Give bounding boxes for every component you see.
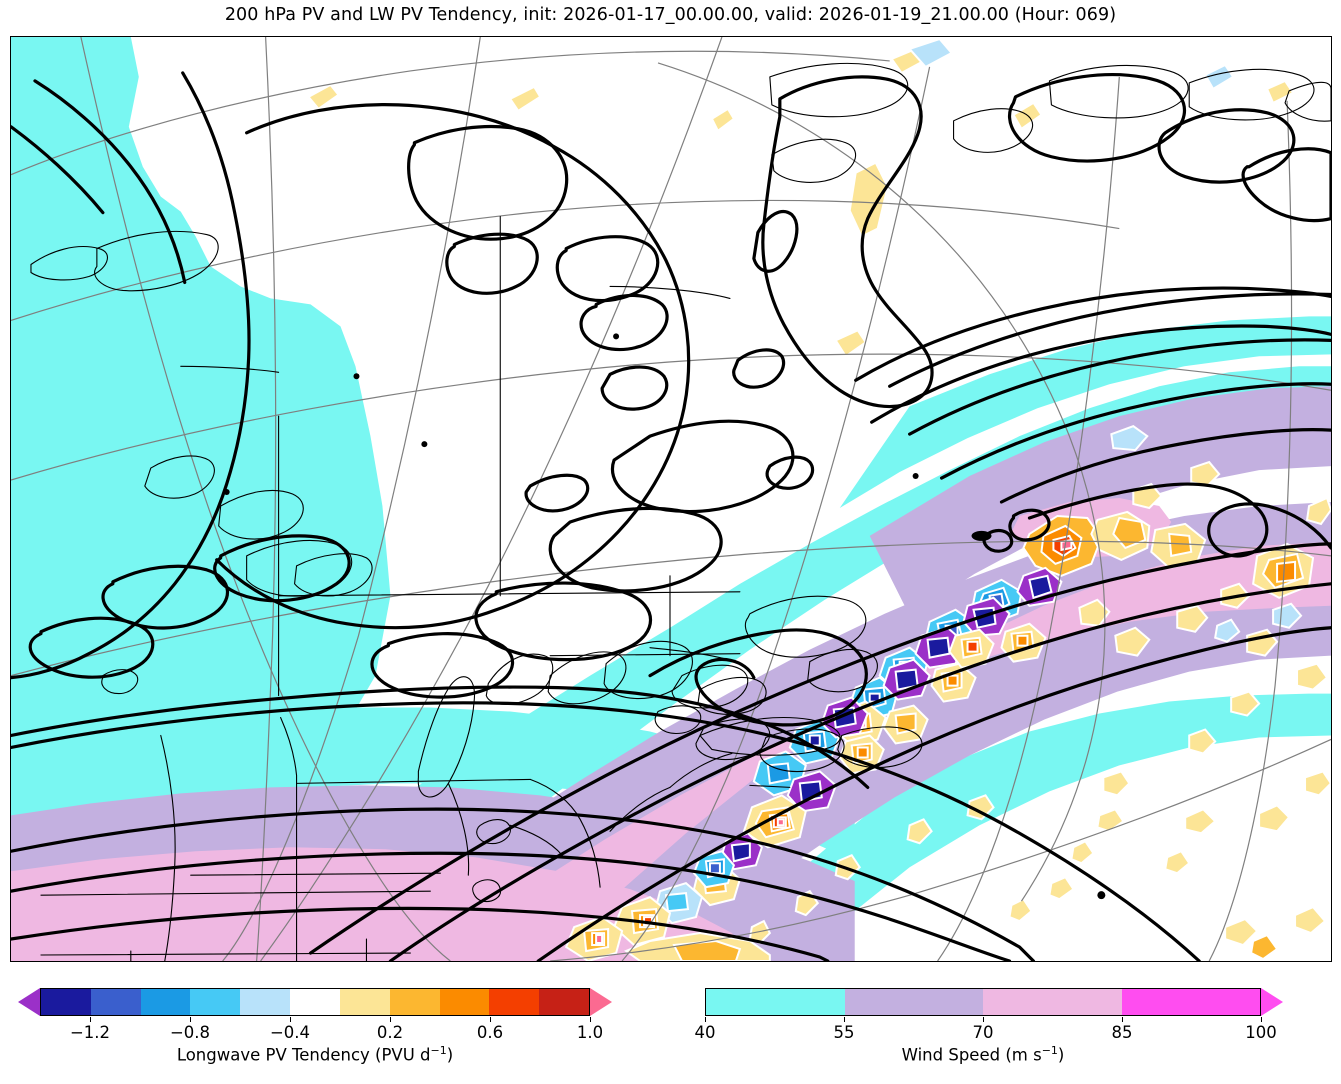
- cbar-tick: [90, 1017, 91, 1022]
- colorbar-pv-tendency-label-exponent: −1: [430, 1044, 447, 1057]
- cbar-tick-label: 55: [833, 1023, 855, 1042]
- cbar-tick: [1261, 1017, 1262, 1022]
- cbar-tick-label: 0.2: [376, 1023, 404, 1042]
- cbar-tick-label: −0.8: [169, 1023, 211, 1042]
- cbar-tick-label: 85: [1111, 1023, 1133, 1042]
- cbar-seg: [389, 989, 440, 1015]
- cbar-seg: [41, 989, 91, 1015]
- colorbar-wind-speed-bar: [705, 988, 1285, 1016]
- figure-title: 200 hPa PV and LW PV Tendency, init: 202…: [224, 5, 1117, 25]
- cbar-seg: [140, 989, 191, 1015]
- cbar-seg: [706, 989, 845, 1015]
- colorbar-pv-tendency-over-arrow: [590, 988, 612, 1016]
- cbar-tick: [590, 1017, 591, 1022]
- colorbar-wind-speed-over-arrow: [1261, 988, 1283, 1016]
- colorbar-pv-tendency-ticks: −1.2 −0.8 −0.4 0.2 0.6 1.0: [40, 1017, 640, 1047]
- cbar-seg: [339, 989, 390, 1015]
- cbar-seg: [190, 989, 241, 1015]
- colorbar-wind-speed-label-tail: ): [1057, 1045, 1065, 1065]
- pv-contours: [11, 71, 1331, 961]
- cbar-seg: [489, 989, 540, 1015]
- colorbar-wind-speed-label-text: Wind Speed (m s: [901, 1045, 1042, 1065]
- map-canvas: [11, 37, 1331, 961]
- colorbar-wind-speed[interactable]: 40 55 70 85 100 Wind Speed (m s−1): [695, 988, 1285, 1065]
- colorbar-pv-tendency-label: Longwave PV Tendency (PVU d−1): [40, 1044, 590, 1065]
- cbar-seg: [844, 989, 983, 1015]
- colorbar-pv-tendency-segments: [40, 988, 590, 1016]
- cbar-tick-label: −1.2: [69, 1023, 111, 1042]
- cbar-tick-label: 100: [1245, 1023, 1277, 1042]
- cbar-tick-label: 40: [694, 1023, 716, 1042]
- cbar-tick: [844, 1017, 845, 1022]
- cbar-tick: [1122, 1017, 1123, 1022]
- cbar-tick: [983, 1017, 984, 1022]
- cbar-seg: [90, 989, 141, 1015]
- colorbar-pv-tendency[interactable]: −1.2 −0.8 −0.4 0.2 0.6 1.0 Longwave PV T…: [18, 988, 640, 1065]
- cbar-seg: [983, 989, 1122, 1015]
- colorbar-pv-tendency-bar: [18, 988, 640, 1016]
- colorbar-pv-tendency-label-tail: ): [446, 1045, 454, 1065]
- colorbar-pv-tendency-label-text: Longwave PV Tendency (PVU d: [176, 1045, 431, 1065]
- colorbar-pv-tendency-under-arrow: [18, 988, 40, 1016]
- cbar-seg: [539, 989, 589, 1015]
- cbar-tick-label: 70: [972, 1023, 994, 1042]
- cbar-tick: [290, 1017, 291, 1022]
- map-axes[interactable]: [10, 36, 1332, 962]
- cbar-tick: [490, 1017, 491, 1022]
- colorbar-wind-speed-label: Wind Speed (m s−1): [705, 1044, 1261, 1065]
- map-dots: [223, 333, 1106, 900]
- cbar-tick: [190, 1017, 191, 1022]
- graticule: [11, 37, 1331, 961]
- colorbar-wind-speed-label-exponent: −1: [1041, 1044, 1058, 1057]
- cbar-seg: [1121, 989, 1260, 1015]
- lw-pv-tendency-fill: [307, 37, 1331, 961]
- colorbar-wind-speed-segments: [705, 988, 1261, 1016]
- cbar-tick-label: −0.4: [269, 1023, 311, 1042]
- cbar-seg: [439, 989, 490, 1015]
- colorbar-wind-speed-ticks: 40 55 70 85 100: [695, 1017, 1285, 1047]
- cbar-seg: [240, 989, 291, 1015]
- cbar-tick: [390, 1017, 391, 1022]
- cbar-tick: [705, 1017, 706, 1022]
- cbar-tick-label: 1.0: [576, 1023, 604, 1042]
- cbar-tick-label: 0.6: [476, 1023, 504, 1042]
- cbar-seg: [290, 989, 340, 1015]
